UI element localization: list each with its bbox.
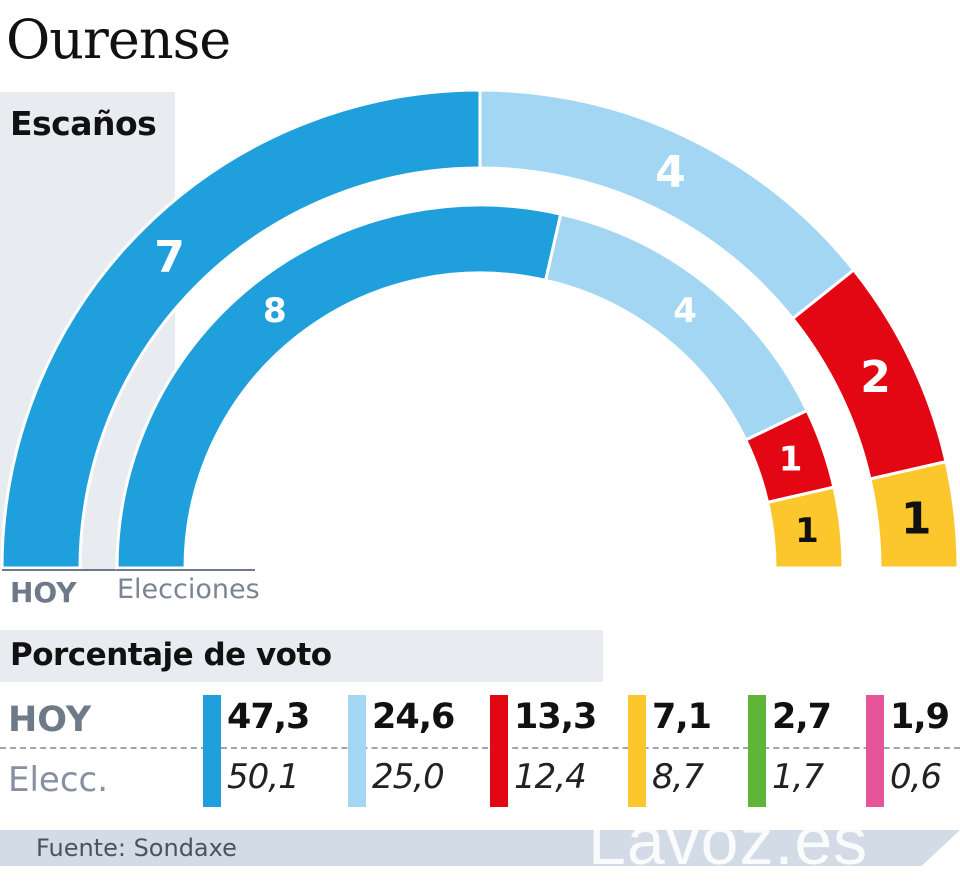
vote-hoy-0: 47,3 xyxy=(227,697,310,737)
vote-color-bar-3 xyxy=(628,695,646,807)
vote-hoy-2: 13,3 xyxy=(514,697,597,737)
vote-hoy-5: 1,9 xyxy=(890,697,950,737)
vote-elecc-0: 50,1 xyxy=(227,757,300,797)
vote-elecc-3: 8,7 xyxy=(652,757,704,797)
vote-elecc-2: 12,4 xyxy=(514,757,587,797)
vote-column-4: 2,7 1,7 xyxy=(748,695,888,807)
ring-1-seat-label-1: 4 xyxy=(673,291,697,331)
vote-elecc-4: 1,7 xyxy=(772,757,824,797)
vote-column-1: 24,6 25,0 xyxy=(348,695,488,807)
vote-elecc-5: 0,6 xyxy=(890,757,942,797)
ring-0-seat-label-2: 2 xyxy=(860,352,891,403)
vote-hoy-4: 2,7 xyxy=(772,697,832,737)
vote-column-2: 13,3 12,4 xyxy=(490,695,630,807)
footer-band xyxy=(0,830,960,866)
ring-0-seat-label-1: 4 xyxy=(655,147,686,198)
ring-0-segment-3 xyxy=(868,459,960,570)
vote-color-bar-2 xyxy=(490,695,508,807)
vote-percentage-heading: Porcentaje de voto xyxy=(10,637,332,673)
ring-0-seat-label-3: 1 xyxy=(901,493,932,544)
row-divider xyxy=(0,747,960,749)
ring-1-seat-label-2: 1 xyxy=(779,439,803,479)
vote-color-bar-4 xyxy=(748,695,766,807)
vote-color-bar-0 xyxy=(203,695,221,807)
vote-percentage-panel-background xyxy=(0,630,603,682)
vote-color-bar-5 xyxy=(866,695,884,807)
ring-label-elecciones: Elecciones xyxy=(117,574,260,605)
row-label-elecc: Elecc. xyxy=(8,760,109,800)
ring-label-hoy: HOY xyxy=(10,576,77,609)
hemicycle-chart: 7 4 2 1 8 4 1 1 xyxy=(0,88,960,571)
ring-1-seat-label-0: 8 xyxy=(263,291,287,331)
vote-elecc-1: 25,0 xyxy=(372,757,445,797)
vote-column-3: 7,1 8,7 xyxy=(628,695,768,807)
vote-column-0: 47,3 50,1 xyxy=(203,695,343,807)
seats-heading: Escaños xyxy=(10,104,157,143)
ring-0-seat-label-0: 7 xyxy=(154,232,185,283)
vote-column-5: 1,9 0,6 xyxy=(866,695,960,807)
ring-1-seat-label-3: 1 xyxy=(795,511,819,551)
ring-1-segment-3 xyxy=(765,485,845,570)
row-label-hoy: HOY xyxy=(8,700,92,740)
vote-color-bar-1 xyxy=(348,695,366,807)
page-title: Ourense xyxy=(6,8,231,71)
vote-hoy-3: 7,1 xyxy=(652,697,712,737)
watermark: Lavoz.es xyxy=(588,803,869,879)
vote-hoy-1: 24,6 xyxy=(372,697,455,737)
source-note: Fuente: Sondaxe xyxy=(36,834,237,862)
